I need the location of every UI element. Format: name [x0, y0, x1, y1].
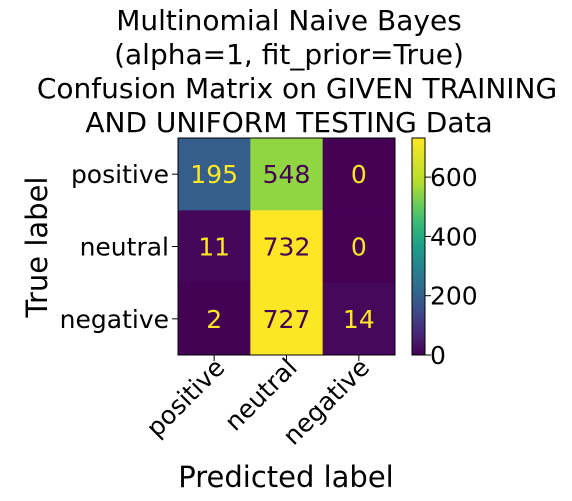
- cell-r2-c2: [322, 282, 396, 356]
- y-tick-label-2: negative: [60, 305, 169, 334]
- cell-value-r2-c1: 727: [263, 305, 311, 334]
- title-line-3: Confusion Matrix on GIVEN TRAINING: [37, 72, 557, 105]
- colorbar-tick-label-3: 600: [430, 163, 478, 192]
- cell-value-r0-c2: 0: [351, 160, 367, 189]
- cell-r2-c1: [250, 282, 324, 356]
- cell-r1-c0: [178, 210, 251, 284]
- cell-value-r2-c2: 14: [343, 305, 375, 334]
- cell-value-r1-c0: 11: [198, 233, 230, 262]
- title-line-4: AND UNIFORM TESTING Data: [85, 106, 492, 139]
- cell-r1-c2: [322, 210, 396, 284]
- cell-r2-c0: [178, 282, 251, 356]
- colorbar-ticks: 0 200 400 600: [425, 163, 478, 370]
- title-line-2: (alpha=1, fit_prior=True): [114, 38, 464, 71]
- cell-value-labels: 195 548 0 11 732 0 2 727 14: [190, 160, 374, 334]
- colorbar-tick-label-0: 0: [430, 341, 446, 370]
- x-axis-label: Predicted label: [178, 460, 394, 494]
- title-line-1: Multinomial Naive Bayes: [116, 4, 462, 37]
- y-tick-label-0: positive: [71, 160, 169, 189]
- cell-r0-c2: [322, 138, 396, 211]
- chart-title: Multinomial Naive Bayes (alpha=1, fit_pr…: [37, 4, 557, 139]
- cell-value-r0-c1: 548: [263, 160, 311, 189]
- colorbar-tick-label-1: 200: [430, 282, 478, 311]
- cell-r1-c1: [250, 210, 324, 284]
- cell-value-r1-c1: 732: [263, 233, 311, 262]
- cell-r0-c0: [178, 138, 251, 211]
- y-tick-labels: positive neutral negative: [60, 160, 178, 334]
- y-tick-label-1: neutral: [80, 233, 169, 262]
- cell-value-r0-c0: 195: [190, 160, 238, 189]
- cell-value-r2-c0: 2: [206, 305, 222, 334]
- colorbar: [411, 137, 426, 356]
- y-axis-label: True label: [20, 177, 54, 319]
- cell-r0-c1: [250, 138, 324, 211]
- cell-value-r1-c2: 0: [351, 233, 367, 262]
- colorbar-tick-label-2: 400: [430, 222, 478, 251]
- x-tick-label-0: positive: [141, 353, 231, 443]
- heatmap-cells: [178, 138, 396, 356]
